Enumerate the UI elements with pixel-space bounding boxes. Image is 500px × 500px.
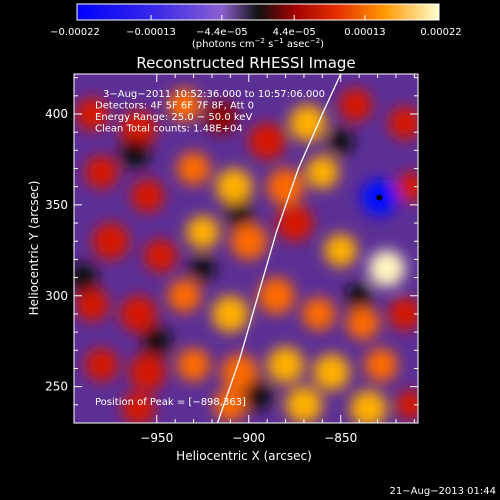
intensity-blob: [92, 222, 130, 260]
colorbar-tick-label: 0.00022: [420, 27, 461, 38]
info-line: 3−Aug−2011 10:52:36.000 to 10:57:06.000: [103, 89, 325, 100]
colorbar-tick-label: −4.4e−05: [196, 27, 248, 38]
x-tick-label: −850: [324, 431, 357, 445]
intensity-blob: [368, 250, 406, 287]
intensity-blob: [186, 215, 220, 249]
intensity-blob: [85, 348, 119, 382]
intensity-blob: [289, 104, 327, 142]
render-timestamp: 21−Aug−2013 01:44: [390, 486, 496, 497]
info-line: Energy Range: 25.0 − 50.0 keV: [95, 112, 252, 123]
intensity-blob: [167, 88, 201, 122]
colorbar-tick-label: −0.00013: [126, 27, 176, 38]
intensity-blob: [177, 348, 211, 382]
colorbar-tick-label: −0.00022: [50, 27, 100, 38]
y-axis-ticks: 250 300 350 400: [45, 77, 418, 424]
info-line: Clean Total counts: 1.48E+04: [95, 124, 243, 135]
intensity-blob: [129, 353, 166, 391]
intensity-blob: [388, 297, 418, 331]
intensity-blob: [324, 233, 358, 267]
intensity-blob: [121, 391, 155, 423]
x-tick-label: −950: [140, 431, 173, 445]
observation-info: 3−Aug−2011 10:52:36.000 to 10:57:06.000D…: [95, 89, 325, 135]
intensity-blob: [221, 353, 258, 391]
intensity-blob: [142, 326, 172, 356]
plot-frame: [73, 73, 419, 424]
intensity-blob: [364, 348, 398, 382]
intensity-blob: [276, 204, 314, 242]
colorbar-ticks: −0.00022 −0.00013 −4.4e−05 4.4e−05 0.00013 0.…: [50, 15, 462, 38]
intensity-blob: [302, 297, 336, 331]
intensity-blob: [213, 388, 247, 422]
colorbar: [76, 3, 440, 21]
intensity-blob: [395, 390, 418, 420]
heatmap-image: [74, 74, 418, 423]
intensity-blob: [305, 155, 339, 189]
x-tick-label: −900: [232, 431, 265, 445]
intensity-blob: [211, 295, 249, 333]
intensity-blob: [189, 255, 216, 282]
intensity-blob: [395, 171, 418, 202]
intensity-blob: [313, 353, 350, 391]
info-line: Detectors: 4F 5F 6F 7F 8F, Att 0: [95, 101, 254, 112]
intensity-blob: [75, 97, 109, 131]
intensity-blob: [388, 106, 418, 140]
y-tick-label: 300: [45, 289, 68, 303]
peak-marker: [376, 194, 383, 201]
intensity-blob: [349, 390, 387, 423]
intensity-blob: [327, 128, 354, 155]
intensity-blob: [346, 282, 373, 309]
intensity-blob: [204, 101, 238, 135]
intensity-blob: [177, 151, 211, 186]
intensity-blob: [243, 381, 273, 411]
x-axis-label: Heliocentric X (arcsec): [176, 449, 312, 463]
intensity-blob: [267, 346, 304, 384]
colorbar-unit: (photons cm−2 s−1 asec−2): [192, 37, 324, 50]
intensity-blob: [267, 168, 304, 206]
colorbar-tick-label: 4.4e−05: [273, 27, 316, 38]
solar-limb-curve: [216, 74, 342, 423]
intensity-blob: [143, 239, 178, 273]
y-tick-label: 250: [45, 380, 68, 394]
intensity-blob: [257, 277, 295, 315]
y-tick-label: 350: [45, 198, 68, 212]
intensity-blob: [226, 201, 253, 227]
intensity-blob: [85, 155, 119, 189]
intensity-blob: [215, 168, 253, 206]
intensity-blob: [230, 222, 268, 260]
intensity-blob: [285, 386, 323, 423]
peak-position-label: Position of Peak = [−898,363]: [95, 397, 246, 408]
intensity-blob: [119, 295, 157, 333]
intensity-blob: [119, 110, 157, 147]
y-axis-label: Heliocentric Y (arcsec): [27, 181, 41, 316]
intensity-blob: [131, 179, 165, 213]
intensity-blob: [248, 122, 286, 160]
x-axis-ticks: −950 −900 −850: [140, 74, 415, 445]
intensity-blob: [346, 306, 380, 340]
intensity-blob: [119, 139, 150, 169]
intensity-blob: [338, 88, 373, 122]
peak-dot: [376, 194, 383, 201]
intensity-blob: [167, 279, 201, 313]
colorbar-tick-label: 0.00013: [344, 27, 385, 38]
y-tick-label: 400: [45, 107, 68, 121]
chart-title: Reconstructed RHESSI Image: [136, 54, 355, 72]
intensity-blob: [75, 288, 109, 322]
intensity-blob: [74, 262, 98, 293]
